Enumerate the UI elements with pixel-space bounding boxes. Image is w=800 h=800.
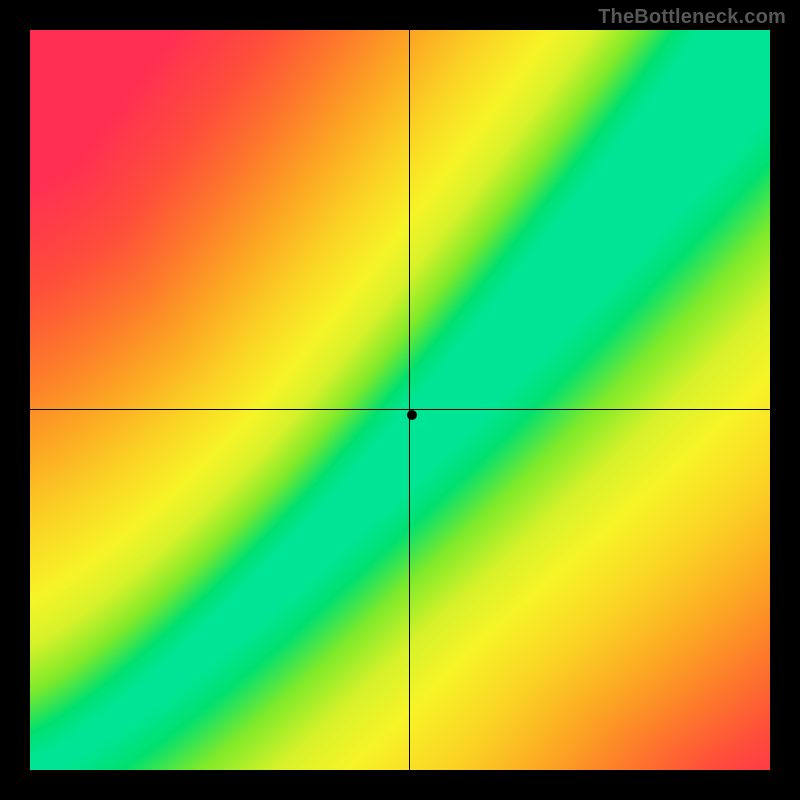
heatmap-plot xyxy=(30,30,770,770)
crosshair-vertical xyxy=(409,30,410,770)
marker-dot xyxy=(407,410,417,420)
watermark-text: TheBottleneck.com xyxy=(598,6,786,29)
heatmap-canvas xyxy=(30,30,770,770)
crosshair-horizontal xyxy=(30,409,770,410)
